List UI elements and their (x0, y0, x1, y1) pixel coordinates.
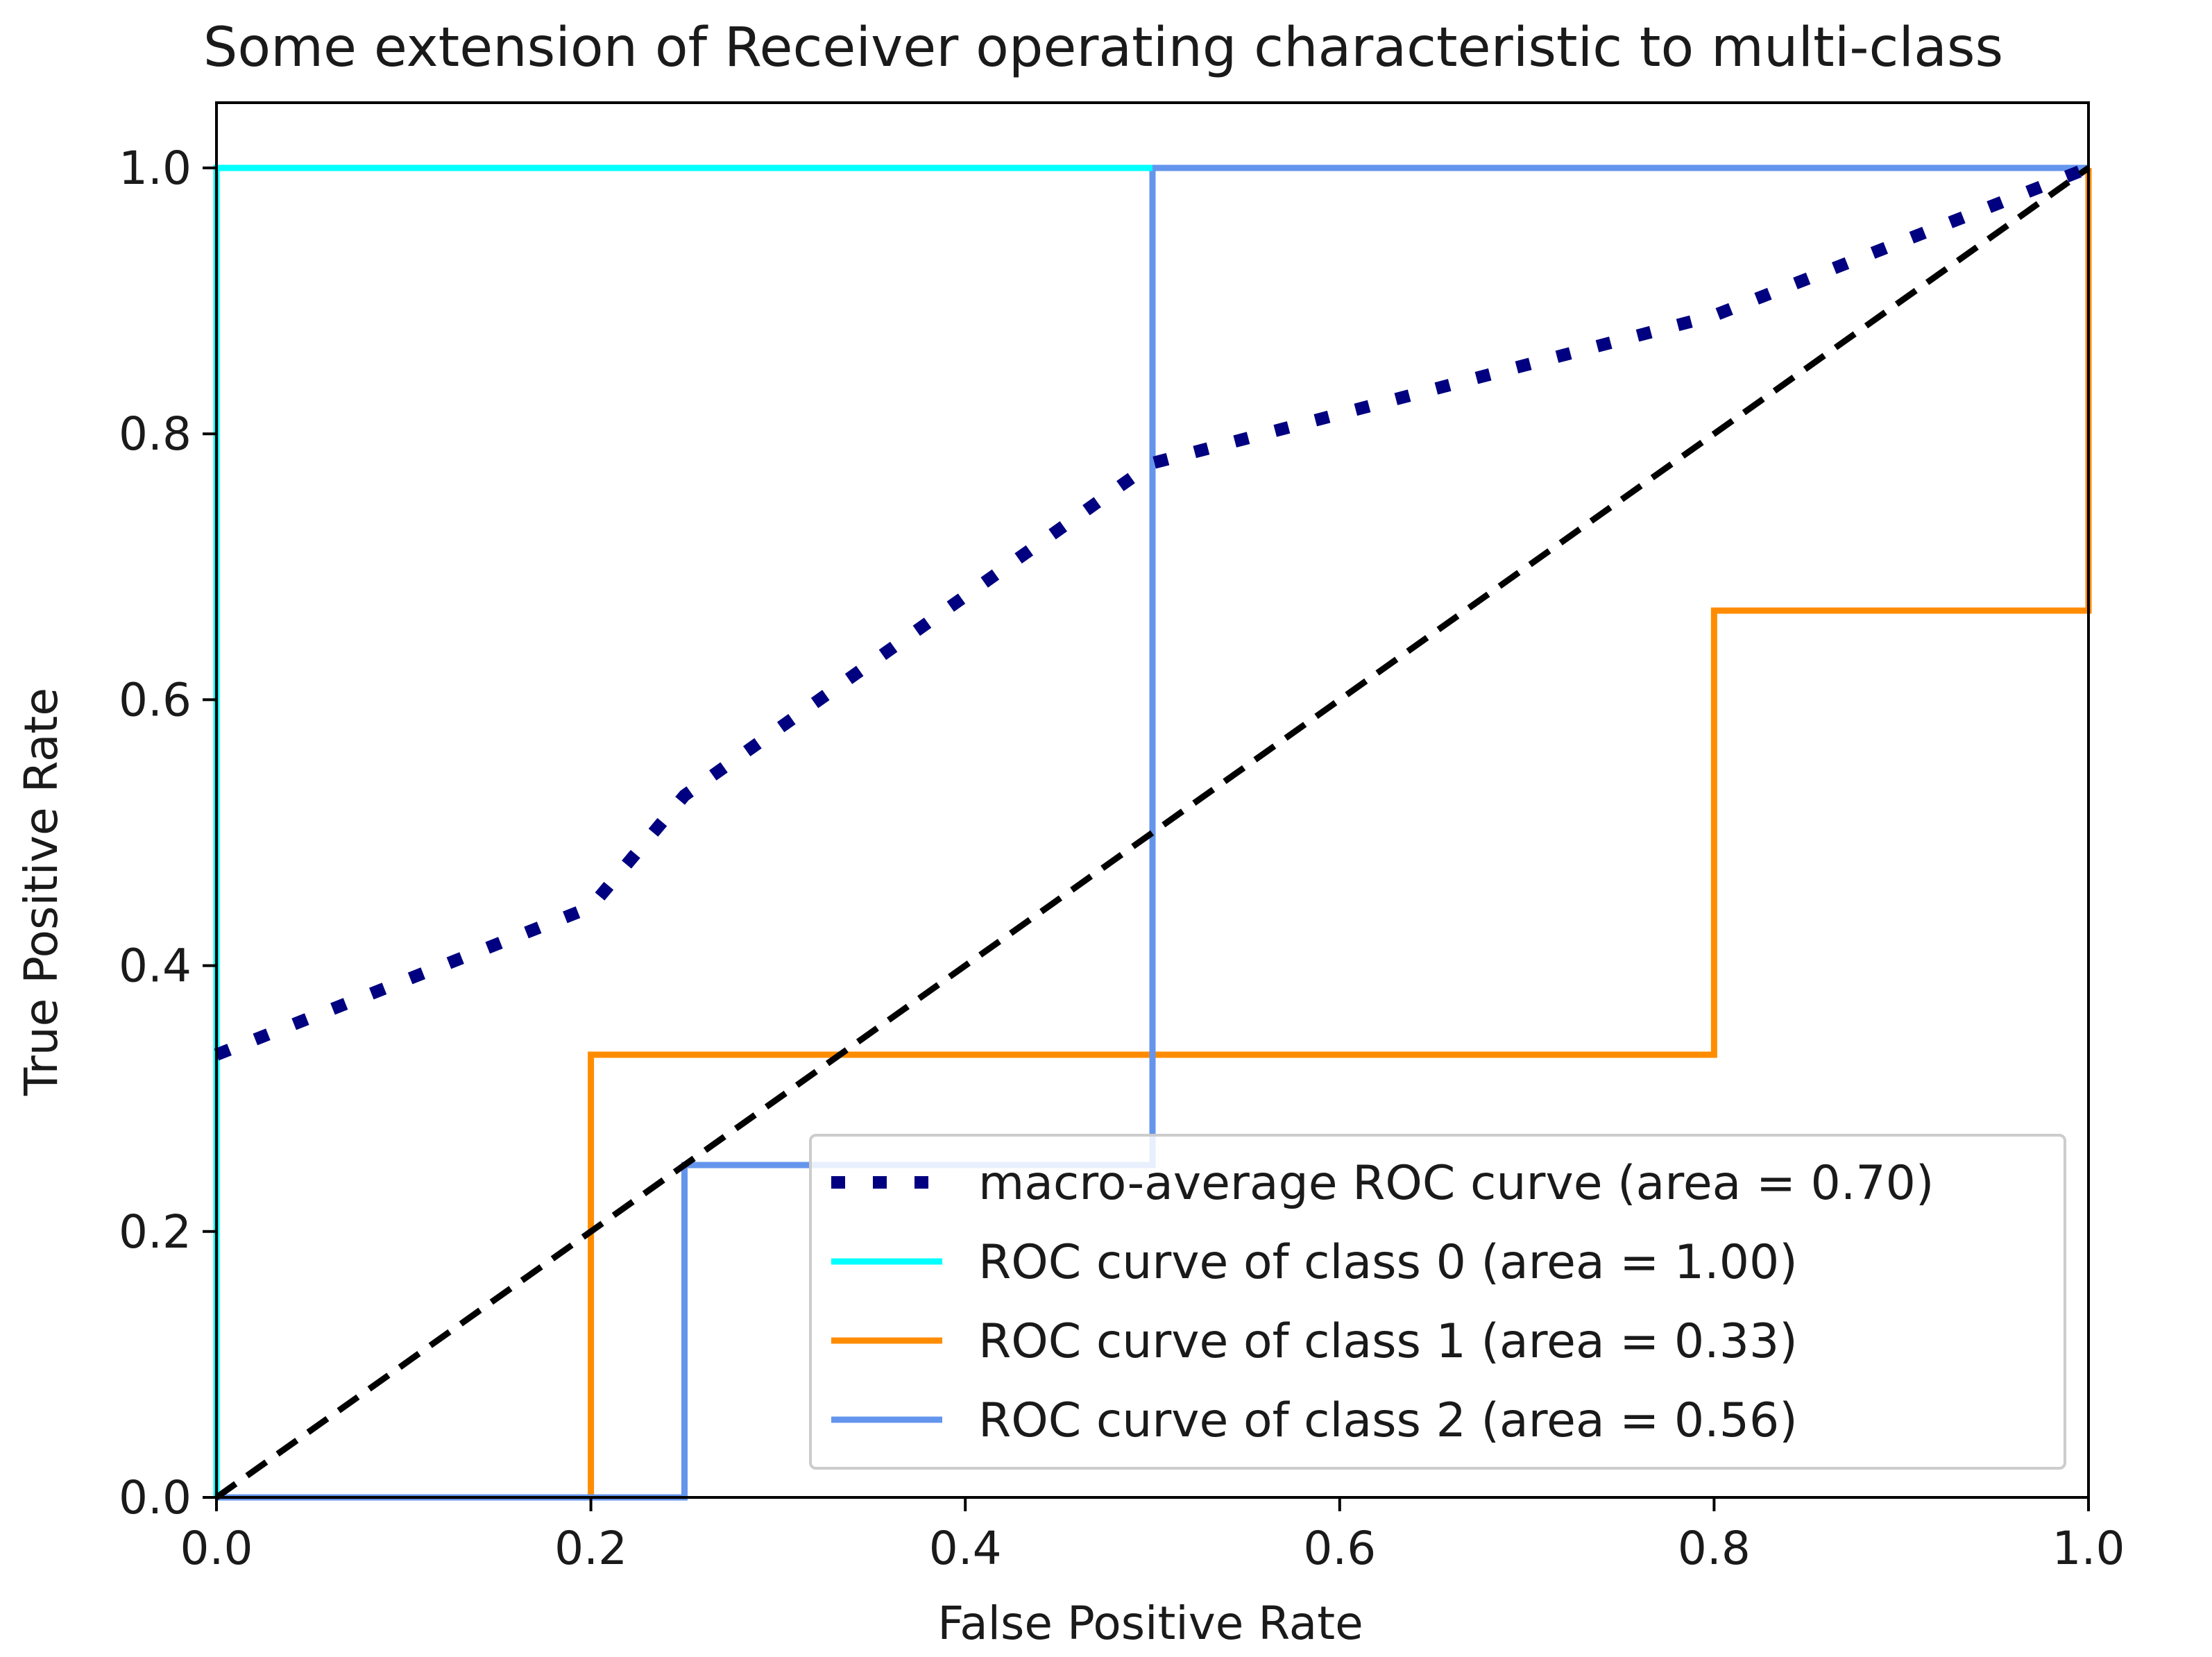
x-tick-label: 1.0 (2052, 1522, 2125, 1575)
x-tick-label: 0.6 (1303, 1522, 1376, 1575)
legend-label: ROC curve of class 0 (area = 1.00) (978, 1235, 1798, 1290)
axes-frame (215, 101, 2090, 1499)
axis-ticks: 0.0 0.2 0.4 0.6 0.8 1.0 0.0 0.2 0.4 0.6 0.8 1.0 (119, 142, 2125, 1575)
legend-entry-class-2: ROC curve of class 2 (area = 0.56) (831, 1393, 1798, 1448)
legend-entry-macro-average: macro-average ROC curve (area = 0.70) (831, 1156, 1934, 1211)
y-tick-label: 0.2 (119, 1205, 192, 1259)
series-line-macro-average (214, 162, 2091, 1061)
legend-label: ROC curve of class 2 (area = 0.56) (978, 1393, 1798, 1448)
x-tick-label: 0.4 (929, 1522, 1002, 1575)
x-tick-label: 0.2 (554, 1522, 627, 1575)
y-axis-label: True Positive Rate (15, 688, 68, 1096)
x-tick-label: 0.0 (180, 1522, 253, 1575)
y-tick-label: 0.8 (119, 407, 192, 461)
y-tick-label: 0.4 (119, 940, 192, 993)
legend-box (809, 1134, 2066, 1470)
legend-entry-class-1: ROC curve of class 1 (area = 0.33) (831, 1314, 1798, 1369)
legend-label: macro-average ROC curve (area = 0.70) (978, 1156, 1934, 1211)
y-tick-label: 1.0 (119, 142, 192, 195)
reference-line-chance (214, 165, 2091, 1500)
legend-label: ROC curve of class 1 (area = 0.33) (978, 1314, 1798, 1369)
legend: macro-average ROC curve (area = 0.70) ROC… (809, 1134, 2066, 1470)
legend-entry-class-0: ROC curve of class 0 (area = 1.00) (831, 1235, 1798, 1290)
x-tick-label: 0.8 (1678, 1522, 1751, 1575)
y-tick-label: 0.0 (119, 1471, 192, 1524)
y-tick-label: 0.6 (119, 673, 192, 726)
x-axis-label: False Positive Rate (937, 1597, 1363, 1650)
chart-title: Some extension of Receiver operating cha… (203, 17, 2003, 79)
